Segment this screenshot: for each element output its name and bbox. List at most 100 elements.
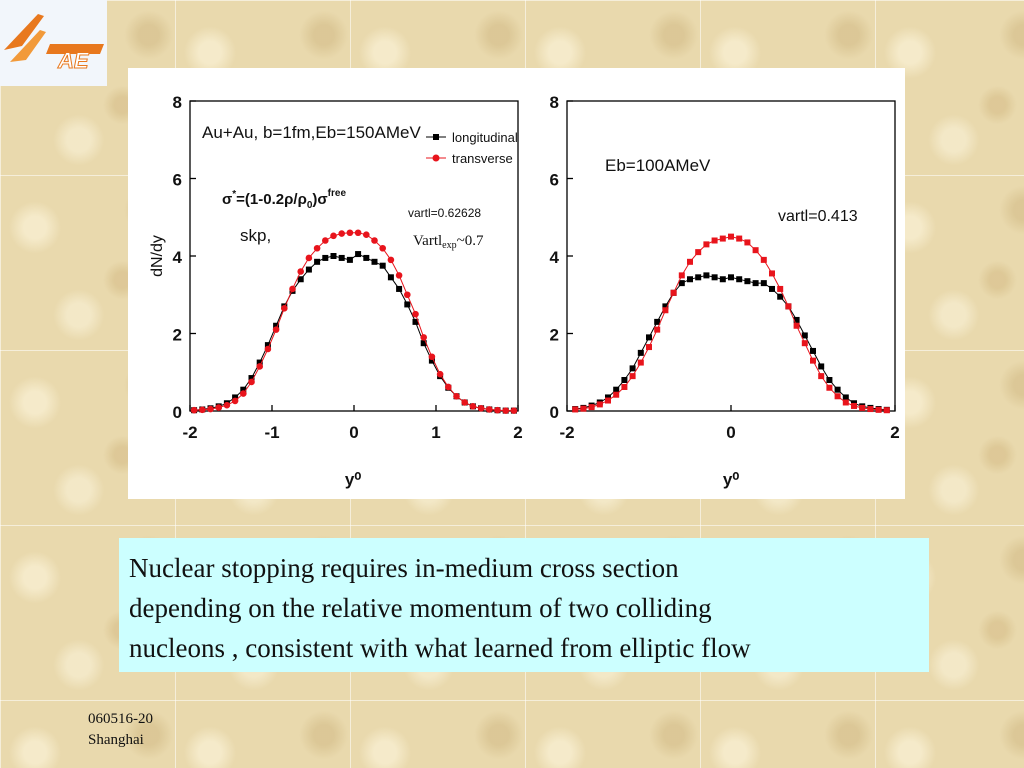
- data-point: [736, 235, 743, 242]
- data-point: [613, 386, 620, 393]
- data-point: [461, 399, 469, 406]
- data-point: [867, 406, 874, 413]
- data-point: [469, 403, 477, 410]
- data-point: [834, 393, 841, 400]
- data-point: [777, 293, 784, 300]
- data-point: [256, 363, 263, 370]
- data-point: [330, 253, 337, 259]
- data-point: [842, 394, 849, 401]
- data-point: [670, 289, 677, 296]
- y-tick-label: 6: [173, 171, 182, 190]
- data-point: [859, 404, 866, 411]
- x-tick-label: -1: [264, 423, 279, 442]
- x-axis-label-left: y⁰: [345, 470, 361, 489]
- data-point: [744, 278, 751, 285]
- data-point: [662, 303, 669, 310]
- data-point: [728, 233, 734, 240]
- data-point: [621, 383, 628, 390]
- data-point: [654, 326, 661, 333]
- data-point: [687, 258, 693, 265]
- data-point: [494, 406, 501, 414]
- data-point: [769, 285, 775, 292]
- data-point: [338, 254, 345, 261]
- data-point: [231, 397, 239, 405]
- data-point: [273, 322, 280, 329]
- data-point: [769, 270, 775, 277]
- data-point: [420, 334, 428, 341]
- x-tick-label: -2: [182, 423, 197, 442]
- data-point: [613, 391, 620, 398]
- data-point: [687, 276, 693, 283]
- data-point: [785, 303, 792, 310]
- data-point: [695, 249, 702, 256]
- data-point: [646, 334, 652, 341]
- data-point: [445, 383, 452, 391]
- y-tick-label: 2: [173, 326, 182, 345]
- data-point: [703, 241, 710, 248]
- data-point: [199, 406, 206, 414]
- data-point: [248, 375, 255, 382]
- data-point: [396, 285, 403, 292]
- plot-left-title: Au+Au, b=1fm,Eb=150AMeV: [202, 123, 421, 142]
- data-point: [621, 377, 628, 383]
- data-point: [678, 280, 685, 287]
- data-point: [363, 231, 370, 238]
- model-annotation: skp,: [240, 226, 271, 245]
- data-point: [477, 404, 485, 412]
- data-point: [436, 370, 444, 378]
- footer: 060516-20 Shanghai: [88, 709, 153, 751]
- data-point: [240, 390, 247, 397]
- data-point: [355, 251, 362, 258]
- data-point: [207, 405, 214, 413]
- data-point: [695, 274, 702, 281]
- y-tick-label: 8: [550, 93, 559, 112]
- data-point: [215, 404, 222, 411]
- data-point: [580, 405, 587, 412]
- legend-label-longitudinal: longitudinal: [452, 130, 518, 145]
- x-tick-label: 0: [349, 423, 358, 442]
- data-point: [313, 244, 321, 252]
- plot-frame-left: [189, 100, 519, 412]
- data-point: [801, 340, 808, 347]
- data-point: [502, 407, 510, 414]
- legend-longitudinal: longitudinal: [426, 130, 518, 145]
- data-point: [256, 359, 263, 366]
- data-point: [605, 394, 611, 401]
- data-point: [363, 254, 370, 261]
- data-point: [629, 373, 636, 380]
- charts-figure: Au+Au, b=1fm,Eb=150AMeV longitudinal tra…: [149, 93, 900, 489]
- data-point: [379, 262, 386, 269]
- data-point: [289, 285, 296, 293]
- plot-frame-right: [566, 100, 896, 412]
- x-tick-label: 2: [890, 423, 899, 442]
- plot-left: Au+Au, b=1fm,Eb=150AMeV longitudinal tra…: [149, 93, 523, 489]
- x-axis-label-right: y⁰: [723, 470, 739, 489]
- chart-panel: Au+Au, b=1fm,Eb=150AMeV longitudinal tra…: [128, 68, 905, 499]
- data-point: [371, 237, 378, 244]
- data-point: [404, 301, 411, 308]
- data-point: [826, 377, 833, 383]
- data-point: [875, 406, 882, 413]
- vartl-exp-annotation: Vartlexp~0.7: [413, 233, 484, 251]
- data-point: [719, 235, 726, 242]
- legend-transverse: transverse: [426, 151, 513, 166]
- data-point: [810, 347, 816, 354]
- data-point: [395, 272, 403, 279]
- data-point: [728, 274, 734, 281]
- y-tick-label: 2: [550, 326, 559, 345]
- data-point: [305, 254, 313, 262]
- data-point: [190, 406, 198, 414]
- footer-location: Shanghai: [88, 732, 144, 748]
- data-point: [346, 256, 353, 263]
- data-point: [420, 340, 427, 347]
- data-point: [711, 274, 718, 281]
- x-tick-label: -2: [559, 423, 574, 442]
- data-point: [637, 349, 644, 356]
- series-line-left-1: [194, 232, 514, 412]
- formula-annotation: σ*=(1-0.2ρ/ρ0)σfree: [222, 188, 346, 211]
- data-point: [711, 237, 718, 244]
- data-point: [264, 345, 272, 353]
- data-point: [777, 285, 784, 292]
- data-point: [678, 272, 685, 279]
